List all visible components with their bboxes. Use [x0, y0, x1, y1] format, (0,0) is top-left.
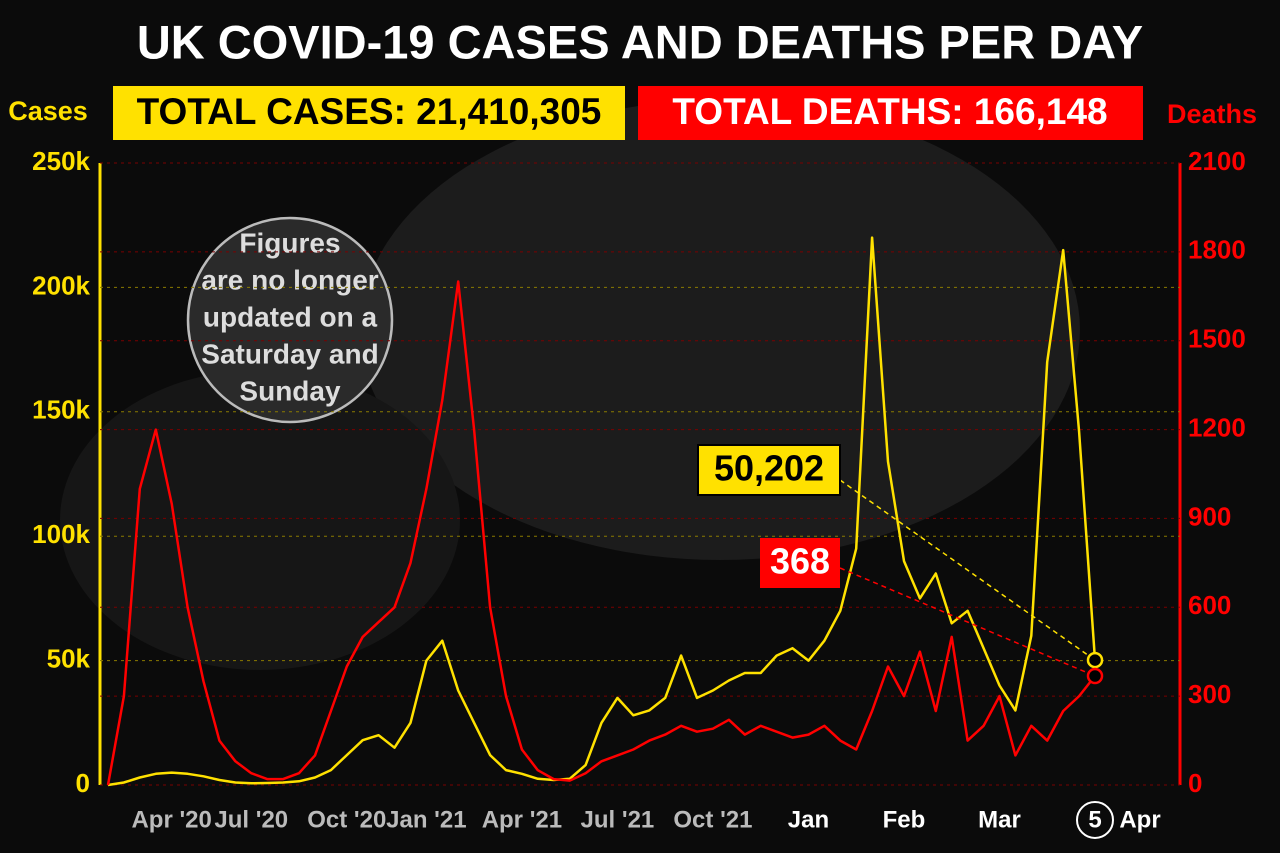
note-line: Saturday and: [201, 338, 378, 369]
x-tick-label: Feb: [883, 806, 926, 833]
note: Figures are no longer updated on a Saturday…: [201, 227, 378, 406]
x-tick-highlight: [1076, 801, 1114, 839]
label-box: [697, 444, 841, 496]
total-cases-box: [113, 86, 625, 140]
y2-tick-label: 1200: [1188, 412, 1246, 442]
y2-tick-label: 900: [1188, 501, 1231, 531]
y2-tick-label: 0: [1188, 768, 1202, 798]
y2-tick-label: 1500: [1188, 324, 1246, 354]
y-axis-label: Cases: [8, 96, 88, 126]
note-line: Sunday: [239, 375, 341, 406]
note-line: are no longer: [201, 264, 378, 295]
x-tick-label: Apr: [1119, 806, 1160, 833]
x-tick-label: Apr '21: [482, 806, 562, 833]
y-tick-label: 100k: [32, 519, 90, 549]
series-line: [107, 236, 1097, 787]
y-tick-label: 0: [76, 768, 90, 798]
leader-line: [839, 479, 1096, 661]
series-line: [106, 280, 1096, 786]
total-cases: TOTAL CASES: 21,410,305: [137, 91, 602, 132]
x-tick-label: Jul '21: [581, 806, 655, 833]
x-tick-label: Jul '20: [214, 806, 288, 833]
y2-tick-label: 2100: [1188, 146, 1246, 176]
x-tick-label: Oct '21: [673, 806, 752, 833]
total-deaths: TOTAL DEATHS: 166,148: [672, 91, 1107, 132]
x-tick-label: Mar: [978, 806, 1021, 833]
x-tick-label: Jan '21: [386, 806, 466, 833]
y-tick-label: 150k: [32, 395, 90, 425]
data-label: 368: [770, 541, 830, 582]
y2-axis-label: Deaths: [1167, 99, 1257, 129]
end-marker: [1086, 667, 1104, 685]
chart-title: UK COVID-19 CASES AND DEATHS PER DAY: [137, 15, 1143, 68]
x-tick-label: Oct '20: [307, 806, 386, 833]
y-tick-label: 250k: [32, 146, 90, 176]
x-tick-label: 5: [1088, 806, 1101, 833]
note-line: Figures: [239, 227, 340, 258]
note-circle: [186, 216, 394, 424]
x-tick-label: Apr '20: [131, 806, 211, 833]
map-shape: [360, 100, 1080, 560]
y2-tick-label: 300: [1188, 679, 1231, 709]
label-box: [760, 538, 840, 588]
y2-tick-label: 1800: [1188, 235, 1246, 265]
y2-tick-label: 600: [1188, 590, 1231, 620]
total-deaths-box: [638, 86, 1143, 140]
leader-line: [839, 567, 1096, 677]
end-marker: [1086, 651, 1104, 669]
y-tick-label: 200k: [32, 270, 90, 300]
data-label: 50,202: [714, 448, 824, 489]
x-tick-label: Jan: [788, 806, 829, 833]
y-tick-label: 50k: [47, 643, 91, 673]
note-line: updated on a: [203, 301, 378, 332]
